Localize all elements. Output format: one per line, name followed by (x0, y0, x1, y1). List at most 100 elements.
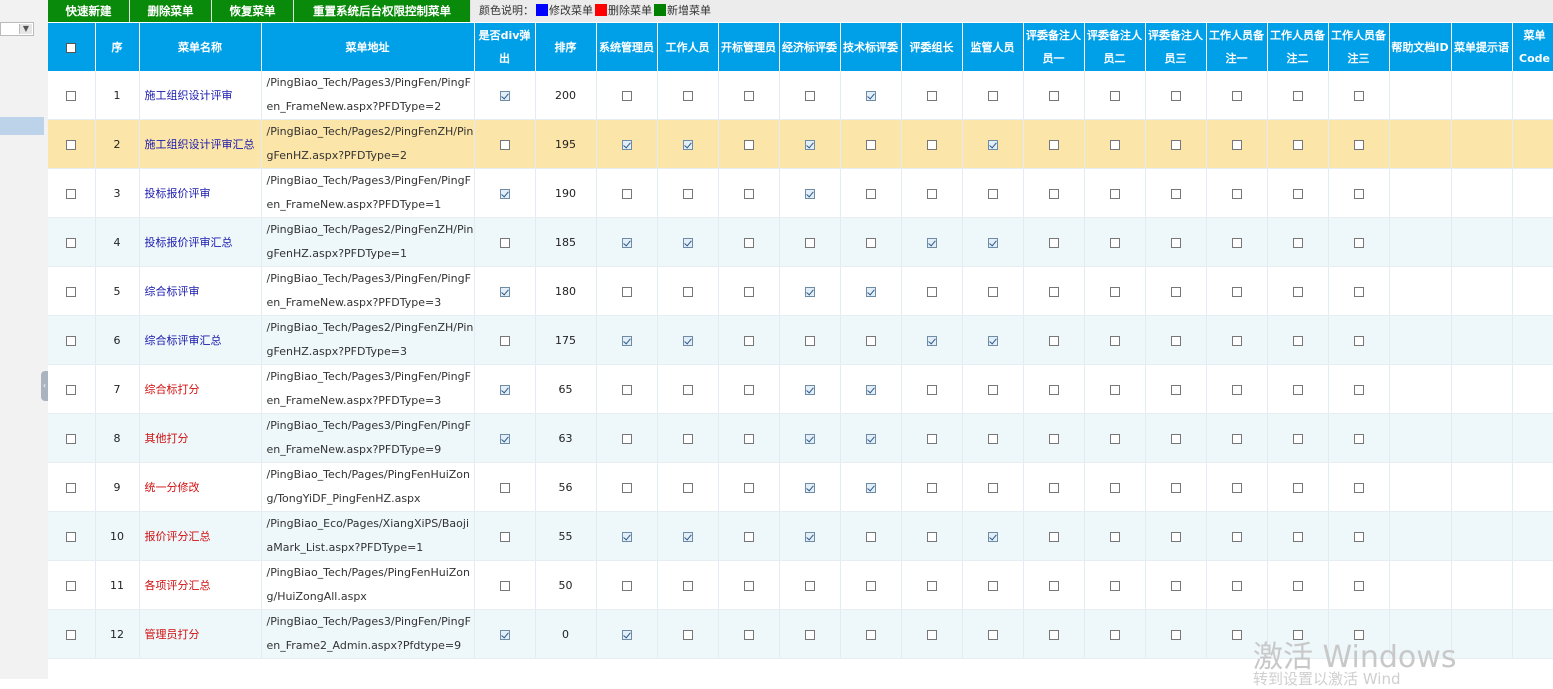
role-13-checkbox[interactable] (1353, 580, 1364, 591)
role-5-checkbox[interactable] (865, 433, 876, 444)
menu-name[interactable]: 投标报价评审 (139, 168, 262, 218)
role-2-checkbox[interactable] (682, 531, 693, 542)
role-11-checkbox[interactable] (1231, 433, 1242, 444)
role-5-checkbox[interactable] (865, 384, 876, 395)
role-13-checkbox[interactable] (1353, 237, 1364, 248)
table-row[interactable]: 6 综合标评审汇总/PingBiao_Tech/Pages2/PingFenZH/… (48, 315, 1553, 365)
role-12-checkbox[interactable] (1292, 580, 1303, 591)
div-popup-checkbox[interactable] (499, 433, 510, 444)
role-2-checkbox[interactable] (682, 139, 693, 150)
role-9-checkbox[interactable] (1109, 90, 1120, 101)
role-9-checkbox[interactable] (1109, 433, 1120, 444)
role-11-checkbox[interactable] (1231, 139, 1242, 150)
role-12-checkbox[interactable] (1292, 237, 1303, 248)
role-4-checkbox[interactable] (804, 384, 815, 395)
role-7-checkbox[interactable] (987, 139, 998, 150)
role-9-checkbox[interactable] (1109, 139, 1120, 150)
role-1-checkbox[interactable] (621, 335, 632, 346)
role-7-checkbox[interactable] (987, 433, 998, 444)
role-10-checkbox[interactable] (1170, 482, 1181, 493)
role-13-checkbox[interactable] (1353, 139, 1364, 150)
role-1-checkbox[interactable] (621, 384, 632, 395)
role-6-checkbox[interactable] (926, 139, 937, 150)
role-9-checkbox[interactable] (1109, 531, 1120, 542)
role-12-checkbox[interactable] (1292, 482, 1303, 493)
table-row[interactable]: 7 综合标打分/PingBiao_Tech/Pages3/PingFen/Ping… (48, 364, 1553, 414)
restore-menu-button[interactable]: 恢复菜单 (212, 0, 294, 22)
row-select-checkbox[interactable] (66, 286, 77, 297)
row-select-checkbox[interactable] (66, 384, 77, 395)
role-11-checkbox[interactable] (1231, 482, 1242, 493)
role-9-checkbox[interactable] (1109, 335, 1120, 346)
role-6-checkbox[interactable] (926, 433, 937, 444)
role-2-checkbox[interactable] (682, 482, 693, 493)
row-select-checkbox[interactable] (66, 335, 77, 346)
role-5-checkbox[interactable] (865, 531, 876, 542)
menu-name[interactable]: 综合标评审 (139, 266, 262, 316)
role-12-checkbox[interactable] (1292, 90, 1303, 101)
menu-name[interactable]: 其他打分 (139, 413, 262, 463)
role-3-checkbox[interactable] (743, 482, 754, 493)
role-12-checkbox[interactable] (1292, 139, 1303, 150)
role-3-checkbox[interactable] (743, 629, 754, 640)
role-11-checkbox[interactable] (1231, 629, 1242, 640)
role-8-checkbox[interactable] (1048, 237, 1059, 248)
role-8-checkbox[interactable] (1048, 90, 1059, 101)
role-8-checkbox[interactable] (1048, 629, 1059, 640)
role-7-checkbox[interactable] (987, 384, 998, 395)
role-1-checkbox[interactable] (621, 580, 632, 591)
menu-name[interactable]: 综合标评审汇总 (139, 315, 262, 365)
role-13-checkbox[interactable] (1353, 384, 1364, 395)
role-2-checkbox[interactable] (682, 286, 693, 297)
role-6-checkbox[interactable] (926, 188, 937, 199)
role-9-checkbox[interactable] (1109, 237, 1120, 248)
role-1-checkbox[interactable] (621, 90, 632, 101)
menu-name[interactable]: 统一分修改 (139, 462, 262, 512)
role-9-checkbox[interactable] (1109, 629, 1120, 640)
role-10-checkbox[interactable] (1170, 433, 1181, 444)
role-9-checkbox[interactable] (1109, 482, 1120, 493)
table-row[interactable]: 10 报价评分汇总/PingBiao_Eco/Pages/XiangXiPS/Ba… (48, 511, 1553, 561)
div-popup-checkbox[interactable] (499, 237, 510, 248)
role-8-checkbox[interactable] (1048, 384, 1059, 395)
role-3-checkbox[interactable] (743, 335, 754, 346)
role-13-checkbox[interactable] (1353, 482, 1364, 493)
role-12-checkbox[interactable] (1292, 433, 1303, 444)
div-popup-checkbox[interactable] (499, 286, 510, 297)
role-8-checkbox[interactable] (1048, 286, 1059, 297)
role-12-checkbox[interactable] (1292, 286, 1303, 297)
role-9-checkbox[interactable] (1109, 286, 1120, 297)
role-4-checkbox[interactable] (804, 580, 815, 591)
role-6-checkbox[interactable] (926, 482, 937, 493)
role-3-checkbox[interactable] (743, 286, 754, 297)
role-13-checkbox[interactable] (1353, 90, 1364, 101)
role-3-checkbox[interactable] (743, 384, 754, 395)
role-2-checkbox[interactable] (682, 629, 693, 640)
role-8-checkbox[interactable] (1048, 139, 1059, 150)
role-3-checkbox[interactable] (743, 531, 754, 542)
role-12-checkbox[interactable] (1292, 629, 1303, 640)
role-11-checkbox[interactable] (1231, 188, 1242, 199)
role-1-checkbox[interactable] (621, 629, 632, 640)
menu-name[interactable]: 各项评分汇总 (139, 560, 262, 610)
role-11-checkbox[interactable] (1231, 580, 1242, 591)
role-1-checkbox[interactable] (621, 139, 632, 150)
role-2-checkbox[interactable] (682, 580, 693, 591)
role-6-checkbox[interactable] (926, 580, 937, 591)
role-6-checkbox[interactable] (926, 90, 937, 101)
role-12-checkbox[interactable] (1292, 335, 1303, 346)
role-7-checkbox[interactable] (987, 188, 998, 199)
role-8-checkbox[interactable] (1048, 433, 1059, 444)
role-5-checkbox[interactable] (865, 335, 876, 346)
role-11-checkbox[interactable] (1231, 335, 1242, 346)
role-5-checkbox[interactable] (865, 90, 876, 101)
role-7-checkbox[interactable] (987, 335, 998, 346)
table-row[interactable]: 4 投标报价评审汇总/PingBiao_Tech/Pages2/PingFenZH… (48, 217, 1553, 267)
row-select-checkbox[interactable] (66, 188, 77, 199)
role-6-checkbox[interactable] (926, 384, 937, 395)
role-4-checkbox[interactable] (804, 139, 815, 150)
role-10-checkbox[interactable] (1170, 139, 1181, 150)
role-2-checkbox[interactable] (682, 335, 693, 346)
role-1-checkbox[interactable] (621, 237, 632, 248)
role-4-checkbox[interactable] (804, 531, 815, 542)
